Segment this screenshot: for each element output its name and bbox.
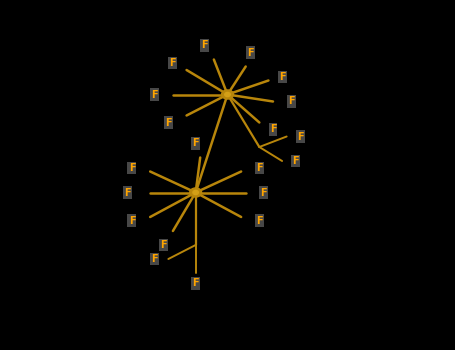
Circle shape xyxy=(222,90,233,99)
Text: F: F xyxy=(170,58,176,68)
Text: F: F xyxy=(192,279,199,288)
Text: F: F xyxy=(279,72,285,82)
Text: F: F xyxy=(247,48,253,57)
Text: F: F xyxy=(152,90,158,99)
Text: F: F xyxy=(202,41,208,50)
Text: F: F xyxy=(161,240,167,250)
Text: F: F xyxy=(270,125,276,134)
Circle shape xyxy=(193,190,198,195)
Text: F: F xyxy=(152,254,158,264)
Text: F: F xyxy=(129,163,135,173)
Text: F: F xyxy=(129,216,135,225)
Text: F: F xyxy=(256,216,263,225)
Text: F: F xyxy=(165,118,172,127)
Text: F: F xyxy=(192,139,199,148)
Text: F: F xyxy=(261,188,267,197)
Text: F: F xyxy=(288,97,294,106)
Text: F: F xyxy=(293,156,299,166)
Text: F: F xyxy=(124,188,131,197)
Circle shape xyxy=(190,188,202,197)
Circle shape xyxy=(225,92,230,97)
Text: F: F xyxy=(297,132,303,141)
Text: F: F xyxy=(256,163,263,173)
